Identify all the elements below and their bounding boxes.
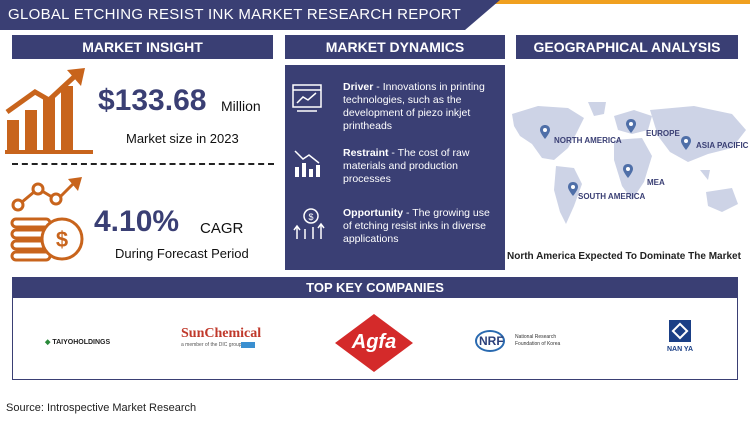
europe-pin-icon [626,119,636,133]
region-label-europe: EUROPE [646,129,680,138]
dic-mark-icon [241,342,255,348]
agfa-logo: Agfa [335,314,413,372]
nrf-ring-icon [475,330,505,352]
title-band [0,0,500,30]
growth-money-icon: $ [293,208,325,239]
driver-text: Driver - Innovations in printing technol… [343,81,485,132]
market-insight-heading: MARKET INSIGHT [12,35,273,59]
svg-text:$: $ [308,212,313,222]
top-companies-box: TOP KEY COMPANIES ◆ TAIYOHOLDINGS SunChe… [12,277,738,380]
taiyo-mark-icon: ◆ [45,339,51,346]
svg-text:$: $ [56,227,68,252]
declining-chart-icon [294,150,320,177]
market-size-value: $133.68 [98,84,207,117]
section-divider [12,163,274,165]
source-note: Source: Introspective Market Research [6,402,197,414]
south-america-pin-icon [568,182,578,196]
world-map: NORTH AMERICA EUROPE ASIA PACIFIC MEA SO… [510,100,750,245]
north-america-pin-icon [540,125,550,139]
market-dynamics-heading: MARKET DYNAMICS [285,35,505,59]
asia-pacific-pin-icon [681,136,691,150]
taiyo-holdings-logo: ◆ TAIYOHOLDINGS [45,339,111,346]
region-label-south-america: SOUTH AMERICA [578,192,646,201]
market-dynamics-panel: Driver - Innovations in printing technol… [285,65,505,270]
geographical-caption: North America Expected To Dominate The M… [507,251,741,262]
title-accent-stripe [490,0,750,4]
coins-growth-icon: $ [10,177,84,262]
opportunity-text: Opportunity - The growing use of etching… [343,207,490,245]
growth-bar-chart-icon [5,68,93,154]
cagr-caption: During Forecast Period [115,246,249,261]
market-size-caption: Market size in 2023 [126,131,239,146]
market-size-unit: Million [221,98,261,114]
title-bar: GLOBAL ETCHING RESIST INK MARKET RESEARC… [0,0,750,30]
cagr-value: 4.10% [94,205,180,238]
browser-chart-icon [292,84,322,112]
report-title: GLOBAL ETCHING RESIST INK MARKET RESEARC… [8,6,462,23]
nan-ya-logo: NAN YA [663,320,697,366]
region-label-mea: MEA [647,178,665,187]
cagr-unit: CAGR [200,220,244,237]
nan-ya-mark-icon [669,320,691,342]
agfa-diamond-icon [335,314,413,372]
restraint-text: Restraint - The cost of raw materials an… [343,147,470,185]
geographical-analysis-heading: GEOGRAPHICAL ANALYSIS [516,35,738,59]
region-label-asia-pacific: ASIA PACIFIC [696,141,749,150]
top-companies-heading: TOP KEY COMPANIES [13,278,737,298]
mea-pin-icon [623,164,633,178]
region-label-north-america: NORTH AMERICA [554,136,622,145]
sun-chemical-logo: SunChemical a member of the DIC group [181,326,262,348]
nrf-logo: NRF National Research Foundation of Kore… [475,330,585,360]
